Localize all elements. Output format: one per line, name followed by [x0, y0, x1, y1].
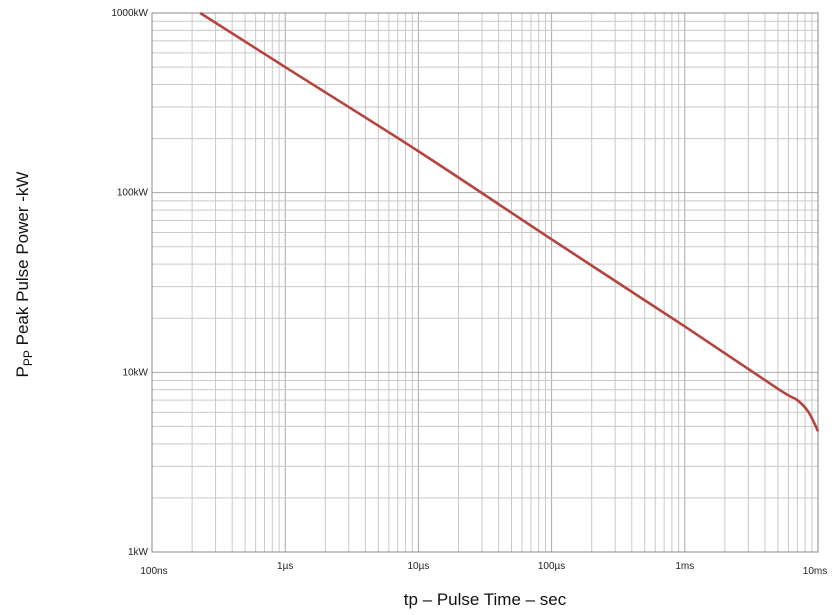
x-axis-ticks: 100ns 1µs 10µs 100µs 1ms 10ms — [140, 561, 827, 577]
x-tick-label: 100µs — [538, 561, 565, 572]
y-tick-label: 1kW — [128, 547, 149, 558]
y-axis-label: PPP Peak Pulse Power -kW — [13, 172, 35, 378]
peak-pulse-power-curve — [199, 11, 820, 432]
y-tick-label: 1000kW — [111, 8, 148, 19]
y-tick-label: 100kW — [117, 188, 149, 199]
x-axis-label: tp – Pulse Time – sec — [404, 590, 567, 609]
x-tick-label: 10µs — [407, 561, 429, 572]
y-axis-ticks: 1kW 10kW 100kW 1000kW — [111, 8, 148, 558]
y-tick-label: 10kW — [122, 367, 148, 378]
y-axis-label-subscript: PP — [21, 350, 35, 366]
x-tick-label: 1µs — [277, 561, 293, 572]
chart-grid — [151, 13, 818, 553]
x-tick-label: 1ms — [675, 561, 694, 572]
x-tick-label: 10ms — [803, 566, 827, 577]
x-tick-label: 100ns — [140, 566, 167, 577]
plot-frame — [151, 12, 819, 553]
y-axis-label-rest: Peak Pulse Power -kW — [13, 172, 32, 351]
y-axis-label-main: P — [13, 366, 32, 377]
